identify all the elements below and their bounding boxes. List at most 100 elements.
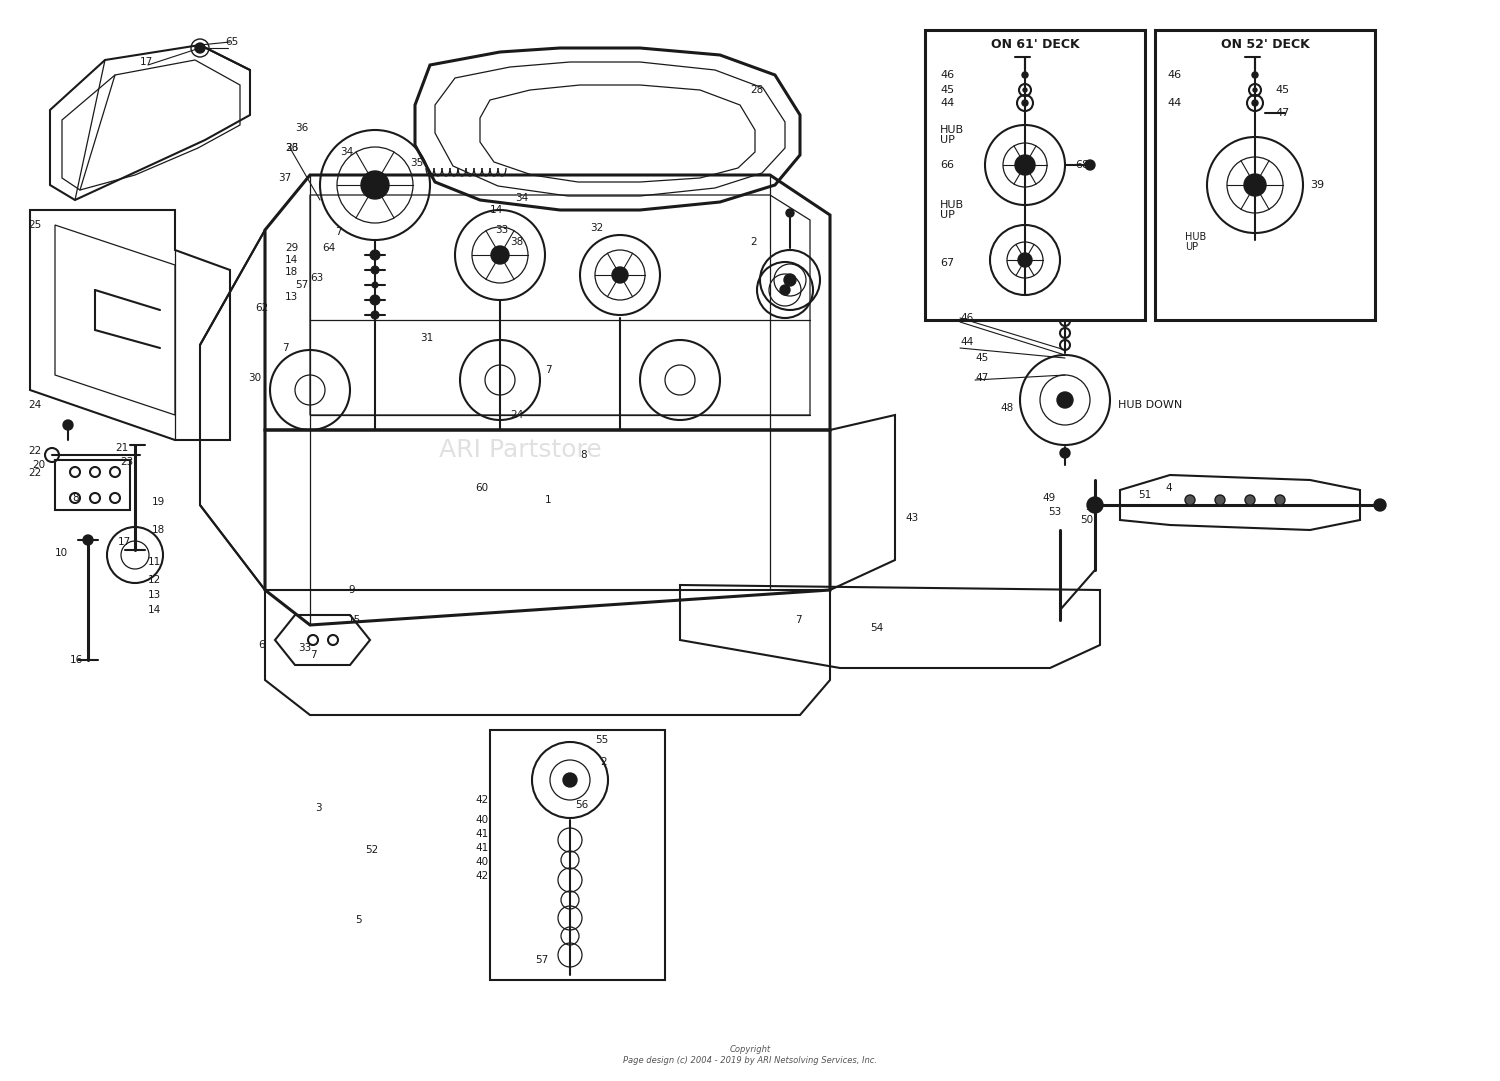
Bar <box>490 730 664 980</box>
Text: 33: 33 <box>298 643 312 653</box>
Text: 42: 42 <box>476 795 489 805</box>
Text: 4: 4 <box>1166 483 1172 493</box>
Text: 41: 41 <box>476 843 489 853</box>
Text: 7: 7 <box>282 343 288 353</box>
Text: 6: 6 <box>258 640 264 650</box>
Text: 18: 18 <box>285 267 298 277</box>
Text: 46: 46 <box>1167 70 1180 80</box>
Circle shape <box>562 773 578 787</box>
Text: 67: 67 <box>940 258 954 268</box>
Text: 54: 54 <box>870 623 883 633</box>
Text: 7: 7 <box>310 650 316 660</box>
Text: 13: 13 <box>285 292 298 302</box>
Circle shape <box>1060 448 1070 458</box>
Text: 35: 35 <box>410 158 423 168</box>
Text: 40: 40 <box>476 815 488 825</box>
Circle shape <box>612 267 628 283</box>
Circle shape <box>784 273 796 286</box>
Text: 21: 21 <box>116 443 128 453</box>
Text: 40: 40 <box>476 857 488 867</box>
Circle shape <box>1252 88 1257 92</box>
Circle shape <box>370 295 380 305</box>
Text: 51: 51 <box>1138 490 1152 501</box>
Text: ON 61' DECK: ON 61' DECK <box>990 38 1080 51</box>
Circle shape <box>370 266 380 273</box>
Text: UP: UP <box>940 135 956 145</box>
Text: 14: 14 <box>490 205 502 215</box>
Text: 42: 42 <box>476 871 489 881</box>
Text: 36: 36 <box>296 123 309 133</box>
Text: ON 52' DECK: ON 52' DECK <box>1221 38 1310 51</box>
Text: 26: 26 <box>285 143 298 154</box>
Text: 45: 45 <box>940 85 954 95</box>
Text: 7: 7 <box>795 615 801 625</box>
Circle shape <box>1252 72 1258 78</box>
Circle shape <box>490 246 508 264</box>
Text: 65: 65 <box>225 37 238 46</box>
Text: 55: 55 <box>596 735 609 745</box>
Text: 22: 22 <box>28 468 42 478</box>
Circle shape <box>1060 313 1070 321</box>
Text: 62: 62 <box>255 303 268 313</box>
Text: 50: 50 <box>1080 515 1094 525</box>
Circle shape <box>1215 495 1225 505</box>
Text: 28: 28 <box>750 85 764 95</box>
Circle shape <box>82 535 93 545</box>
Text: 47: 47 <box>975 373 988 383</box>
Text: 53: 53 <box>1048 507 1062 517</box>
Text: 1: 1 <box>544 495 552 505</box>
Text: 45: 45 <box>975 353 988 363</box>
Text: 14: 14 <box>285 255 298 265</box>
Text: 52: 52 <box>364 845 378 855</box>
Circle shape <box>1016 155 1035 175</box>
Circle shape <box>195 43 206 53</box>
Text: 3: 3 <box>315 803 321 813</box>
Text: 56: 56 <box>574 800 588 810</box>
Text: 57: 57 <box>296 280 309 290</box>
Text: 7: 7 <box>544 365 552 375</box>
Bar <box>1155 30 1376 320</box>
Text: 30: 30 <box>248 373 261 383</box>
Circle shape <box>780 285 790 295</box>
Text: 31: 31 <box>420 333 434 343</box>
Text: 22: 22 <box>28 446 42 456</box>
Text: 37: 37 <box>278 173 291 183</box>
Text: 23: 23 <box>120 457 134 467</box>
Bar <box>926 30 1144 320</box>
Text: 17: 17 <box>140 57 153 67</box>
Text: 68: 68 <box>1076 160 1089 170</box>
Circle shape <box>370 311 380 319</box>
Text: 34: 34 <box>514 193 528 203</box>
Circle shape <box>1023 88 1028 92</box>
Text: 16: 16 <box>70 655 84 665</box>
Circle shape <box>1244 174 1266 196</box>
Circle shape <box>786 209 794 217</box>
Text: 44: 44 <box>960 337 974 347</box>
Text: 7: 7 <box>334 227 342 237</box>
Text: 17: 17 <box>118 537 132 547</box>
Text: 47: 47 <box>1275 108 1288 118</box>
Circle shape <box>1022 101 1028 106</box>
Text: 46: 46 <box>940 70 954 80</box>
Text: 46: 46 <box>960 313 974 323</box>
Text: 14: 14 <box>148 605 162 615</box>
Text: 2: 2 <box>600 757 606 768</box>
Text: 8: 8 <box>580 450 586 461</box>
Circle shape <box>372 282 378 288</box>
Text: 12: 12 <box>148 575 162 585</box>
Text: 32: 32 <box>590 223 603 233</box>
Text: UP: UP <box>1185 242 1198 252</box>
Text: UP: UP <box>940 210 956 221</box>
Text: 24: 24 <box>28 400 42 410</box>
Text: 44: 44 <box>940 98 954 108</box>
Text: 18: 18 <box>152 525 165 535</box>
Text: 57: 57 <box>536 955 549 965</box>
Text: 60: 60 <box>476 483 488 493</box>
Text: 66: 66 <box>940 160 954 170</box>
Circle shape <box>63 421 74 430</box>
Text: 8: 8 <box>72 493 78 503</box>
Text: 39: 39 <box>1310 181 1324 190</box>
Text: HUB: HUB <box>940 200 964 210</box>
Text: 45: 45 <box>1275 85 1288 95</box>
Text: 10: 10 <box>56 548 68 558</box>
